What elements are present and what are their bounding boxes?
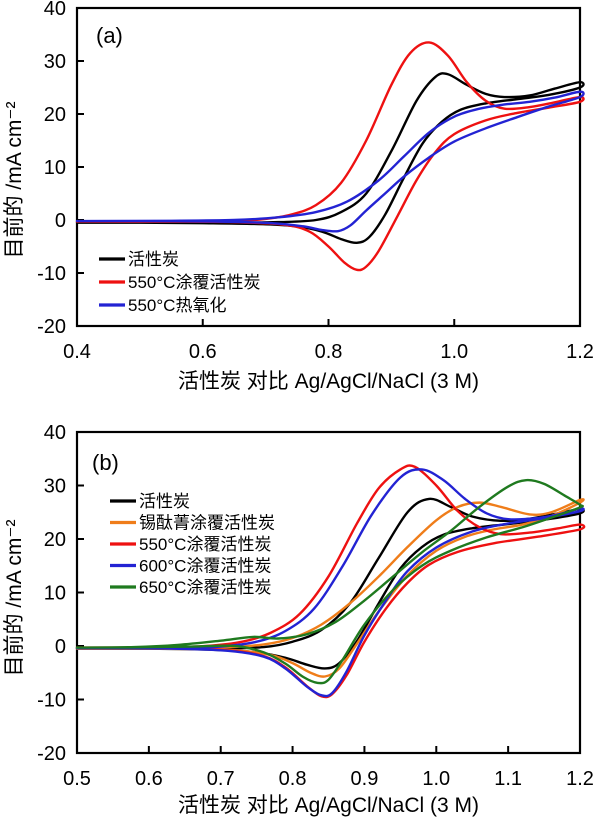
legend-item: 600°C涂覆活性炭 bbox=[110, 557, 271, 576]
x-tick-label: 1.0 bbox=[440, 341, 468, 363]
panel-b-svg: 0.5 0.6 0.7 0.8 0.9 1.0 1.1 1.2 -20 -10 0 10 20 30 40 活… bbox=[3, 422, 594, 817]
x-tick-label: 0.8 bbox=[279, 768, 307, 790]
legend-label: 锡酞菁涂覆活性炭 bbox=[139, 514, 275, 533]
x-tick-label: 0.7 bbox=[207, 768, 235, 790]
x-tick-label: 0.6 bbox=[135, 768, 163, 790]
panel-label: (b) bbox=[92, 450, 119, 475]
legend-label: 650°C涂覆活性炭 bbox=[139, 578, 271, 597]
y-tick-label: -20 bbox=[37, 743, 66, 765]
y-tick-label: 40 bbox=[44, 0, 66, 20]
series-curve bbox=[75, 468, 585, 698]
y-tick-label: 0 bbox=[55, 210, 66, 232]
legend-label: 550°C热氧化 bbox=[128, 296, 226, 315]
legend-item: 550°C热氧化 bbox=[99, 296, 226, 315]
y-tick-label: 0 bbox=[55, 636, 66, 658]
y-tick-label: -10 bbox=[37, 690, 66, 712]
x-tick-label: 1.2 bbox=[566, 341, 594, 363]
series-curve bbox=[75, 41, 585, 272]
legend-item: 锡酞菁涂覆活性炭 bbox=[110, 514, 275, 533]
legend-label: 550°C涂覆活性炭 bbox=[128, 273, 260, 292]
x-tick-label: 1.1 bbox=[494, 768, 522, 790]
panel-a-svg: 0.4 0.6 0.8 1.0 1.2 -20 -10 0 10 20 30 40 活性炭 对比 Ag/… bbox=[3, 0, 594, 393]
legend-label: 600°C涂覆活性炭 bbox=[139, 557, 271, 576]
series-curve bbox=[75, 498, 585, 678]
y-tick-label: 20 bbox=[44, 104, 66, 126]
y-tick-label: 20 bbox=[44, 529, 66, 551]
panel-a-chart: 0.4 0.6 0.8 1.0 1.2 -20 -10 0 10 20 30 40 活性炭 对比 Ag/… bbox=[0, 0, 600, 414]
legend-label: 550°C涂覆活性炭 bbox=[139, 535, 271, 554]
series-curve bbox=[75, 90, 585, 233]
x-tick-label: 0.5 bbox=[63, 768, 91, 790]
x-tick-label: 0.6 bbox=[189, 341, 217, 363]
y-axis-title: 目前的 /mA cm⁻² bbox=[3, 102, 26, 259]
x-axis-title: 活性炭 对比 Ag/AgCl/NaCl (3 M) bbox=[178, 794, 479, 817]
y-tick-label: 30 bbox=[44, 476, 66, 498]
x-tick-label: 0.9 bbox=[351, 768, 379, 790]
series-curve bbox=[75, 478, 584, 685]
x-tick-label: 0.8 bbox=[315, 341, 343, 363]
x-tick-label: 1.0 bbox=[422, 768, 450, 790]
y-tick-label: -20 bbox=[37, 316, 66, 338]
legend-item: 活性炭 bbox=[110, 492, 190, 511]
legend-item: 550°C涂覆活性炭 bbox=[99, 273, 260, 292]
y-tick-label: 40 bbox=[44, 422, 66, 444]
legend-item: 650°C涂覆活性炭 bbox=[110, 578, 271, 597]
y-tick-label: 30 bbox=[44, 51, 66, 73]
panel-b-chart: 0.5 0.6 0.7 0.8 0.9 1.0 1.1 1.2 -20 -10 0 10 20 30 40 活… bbox=[0, 414, 600, 828]
legend: 活性炭 550°C涂覆活性炭 550°C热氧化 bbox=[99, 250, 260, 315]
legend-item: 活性炭 bbox=[99, 250, 179, 269]
panel-label: (a) bbox=[96, 23, 123, 48]
y-tick-label: 10 bbox=[44, 157, 66, 179]
y-tick-label: -10 bbox=[37, 263, 66, 285]
series-curve bbox=[75, 72, 585, 245]
legend-label: 活性炭 bbox=[128, 250, 179, 269]
x-tick-label: 1.2 bbox=[566, 768, 594, 790]
legend-item: 550°C涂覆活性炭 bbox=[110, 535, 271, 554]
x-axis-title: 活性炭 对比 Ag/AgCl/NaCl (3 M) bbox=[178, 370, 479, 393]
x-tick-label: 0.4 bbox=[63, 341, 91, 363]
y-tick-label: 10 bbox=[44, 583, 66, 605]
y-axis-title: 目前的 /mA cm⁻² bbox=[3, 520, 26, 677]
legend-label: 活性炭 bbox=[139, 492, 190, 511]
